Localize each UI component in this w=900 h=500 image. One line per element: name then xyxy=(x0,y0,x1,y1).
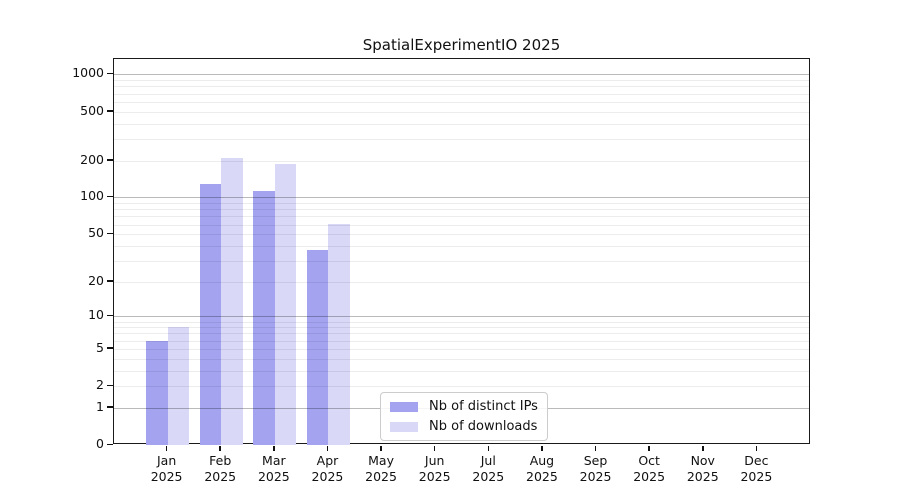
x-tick-mark-may xyxy=(380,445,382,451)
x-tick-label-jun: Jun 2025 xyxy=(418,453,451,484)
y-tick-mark-1000 xyxy=(107,72,113,75)
gridline-minor-900 xyxy=(114,80,809,82)
x-tick-mark-feb xyxy=(219,445,221,451)
x-tick-label-oct: Oct 2025 xyxy=(633,453,666,484)
bar-downloads-jan xyxy=(167,327,190,445)
legend-swatch-distinct-ips xyxy=(390,401,418,412)
gridline-minor-8 xyxy=(114,327,809,329)
gridline-minor-700 xyxy=(114,93,809,95)
x-tick-mark-nov xyxy=(702,445,704,451)
y-tick-label-1: 1 xyxy=(96,398,104,414)
y-tick-label-5: 5 xyxy=(96,339,104,355)
gridline-minor-40 xyxy=(114,245,809,247)
legend-item-downloads: Nb of downloads xyxy=(390,419,538,434)
gridline-minor-7 xyxy=(114,333,809,335)
y-tick-label-10: 10 xyxy=(88,307,104,323)
gridline-minor-600 xyxy=(114,101,809,103)
x-tick-label-feb: Feb 2025 xyxy=(204,453,237,484)
x-tick-mark-mar xyxy=(273,445,275,451)
x-tick-mark-aug xyxy=(541,445,543,451)
gridline-minor-9 xyxy=(114,321,809,323)
gridline-minor-5 xyxy=(114,348,809,350)
y-tick-label-50: 50 xyxy=(88,225,104,241)
y-tick-label-1000: 1000 xyxy=(72,65,104,81)
y-tick-mark-0 xyxy=(107,443,113,445)
x-tick-mark-jan xyxy=(165,445,168,451)
x-tick-label-sep: Sep 2025 xyxy=(579,453,612,484)
bar-ips-jan xyxy=(146,340,168,445)
gridline-minor-300 xyxy=(114,138,809,140)
y-tick-label-20: 20 xyxy=(88,272,104,288)
x-tick-mark-oct xyxy=(648,445,650,451)
gridline-major-10 xyxy=(114,316,809,318)
bar-ips-feb xyxy=(199,183,222,445)
chart-title: SpatialExperimentIO 2025 xyxy=(362,36,561,54)
y-tick-mark-2 xyxy=(107,384,113,387)
gridline-minor-2 xyxy=(114,386,809,388)
x-tick-label-may: May 2025 xyxy=(365,453,397,484)
y-tick-label-2: 2 xyxy=(96,377,104,393)
gridline-minor-20 xyxy=(114,281,809,283)
bar-downloads-feb xyxy=(221,157,243,445)
gridline-minor-6 xyxy=(114,340,809,342)
bar-ips-apr xyxy=(306,249,329,445)
bar-ips-mar xyxy=(253,191,275,445)
y-tick-label-0: 0 xyxy=(96,436,104,451)
gridline-minor-200 xyxy=(114,160,809,162)
legend-label-distinct-ips: Nb of distinct IPs xyxy=(429,399,538,414)
gridline-major-100 xyxy=(114,197,809,199)
gridline-minor-50 xyxy=(114,234,809,236)
y-tick-mark-10 xyxy=(107,314,113,317)
y-tick-label-100: 100 xyxy=(80,188,104,204)
x-tick-label-mar: Mar 2025 xyxy=(257,453,290,484)
gridline-minor-4 xyxy=(114,358,809,360)
gridline-minor-400 xyxy=(114,123,809,125)
y-tick-mark-500 xyxy=(107,110,113,112)
gridline-minor-30 xyxy=(114,260,809,262)
x-tick-label-jul: Jul 2025 xyxy=(472,453,505,484)
y-tick-label-200: 200 xyxy=(80,151,104,167)
x-tick-mark-sep xyxy=(594,445,597,451)
x-tick-label-dec: Dec 2025 xyxy=(740,453,773,484)
legend: Nb of distinct IPs Nb of downloads xyxy=(380,392,548,441)
bar-downloads-apr xyxy=(328,223,350,445)
y-tick-mark-5 xyxy=(107,347,113,349)
gridline-minor-500 xyxy=(114,111,809,113)
x-tick-mark-jul xyxy=(487,445,490,451)
gridline-minor-90 xyxy=(114,203,809,205)
y-tick-label-500: 500 xyxy=(80,102,104,118)
legend-label-downloads: Nb of downloads xyxy=(429,419,538,434)
gridline-major-1000 xyxy=(114,74,809,76)
y-tick-mark-200 xyxy=(107,159,113,161)
legend-swatch-downloads xyxy=(390,421,418,432)
gridline-minor-80 xyxy=(114,209,809,211)
x-tick-label-aug: Aug 2025 xyxy=(526,453,558,484)
gridline-minor-60 xyxy=(114,224,809,226)
x-tick-mark-apr xyxy=(326,445,329,451)
x-tick-label-apr: Apr 2025 xyxy=(311,453,344,484)
plot-area: Nb of distinct IPs Nb of downloads xyxy=(113,58,810,445)
y-tick-mark-50 xyxy=(107,232,113,235)
x-tick-mark-jun xyxy=(433,445,436,451)
x-tick-mark-dec xyxy=(755,445,758,451)
legend-item-distinct-ips: Nb of distinct IPs xyxy=(390,399,538,414)
y-tick-mark-100 xyxy=(107,195,113,198)
x-tick-label-jan: Jan 2025 xyxy=(150,453,183,484)
gridline-minor-3 xyxy=(114,370,809,372)
y-tick-mark-20 xyxy=(107,280,113,282)
bar-downloads-mar xyxy=(274,164,297,445)
gridline-minor-800 xyxy=(114,86,809,88)
y-tick-mark-1 xyxy=(107,406,113,408)
gridline-minor-70 xyxy=(114,216,809,218)
x-tick-label-nov: Nov 2025 xyxy=(686,453,719,484)
